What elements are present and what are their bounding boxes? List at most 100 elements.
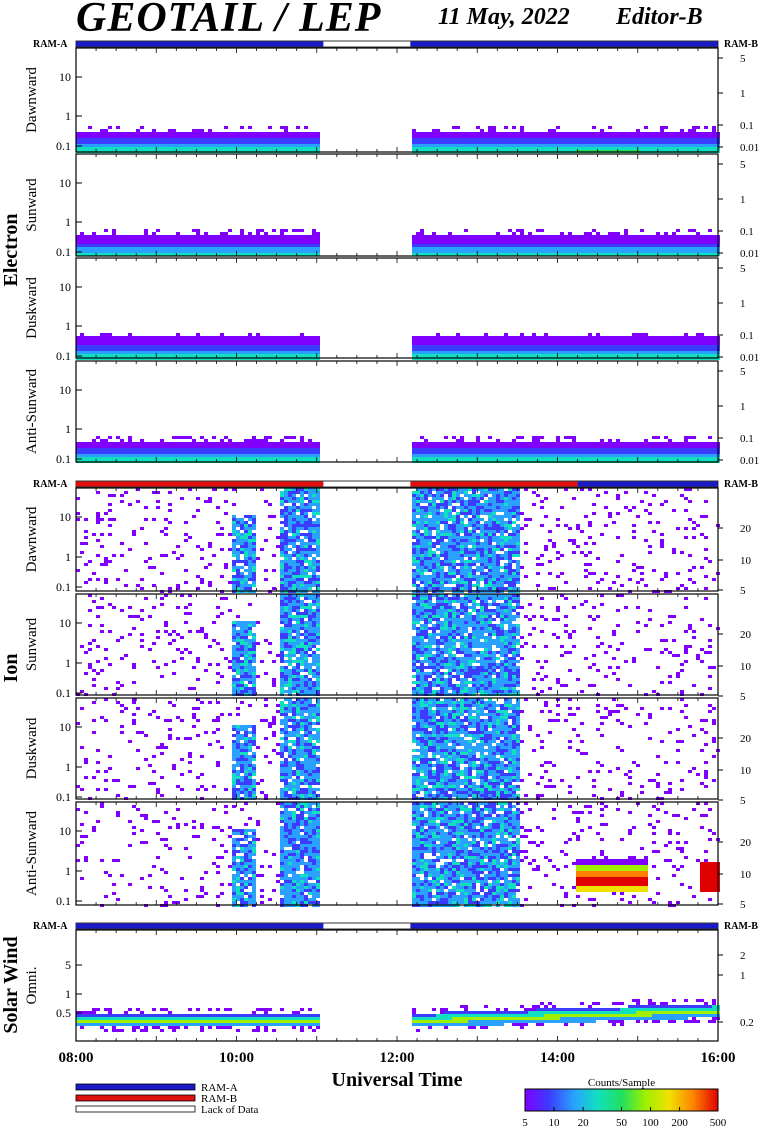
spectrum-cell — [560, 454, 564, 457]
spectrum-cell — [712, 345, 716, 348]
spectrum-cell — [284, 557, 288, 560]
spectrum-cell — [432, 250, 436, 253]
spectrum-cell — [172, 448, 176, 451]
spectrum-cell — [76, 135, 80, 138]
spectrum-cell — [448, 339, 452, 342]
spectrum-cell — [124, 135, 128, 138]
spectrum-cell — [116, 147, 120, 150]
spectrum-cell — [668, 342, 672, 345]
spectrum-cell — [216, 253, 220, 256]
spectrum-cell — [420, 348, 424, 351]
spectrum-cell — [568, 235, 572, 238]
spectrum-cell — [112, 554, 116, 557]
spectrum-cell — [556, 445, 560, 448]
spectrum-cell — [224, 135, 228, 138]
spectrum-cell — [576, 144, 580, 147]
spectrum-cell — [520, 339, 524, 342]
spectrum-cell — [300, 345, 304, 348]
spectrum-cell — [600, 138, 604, 141]
spectrum-cell — [192, 445, 196, 448]
spectrum-cell — [600, 135, 604, 138]
spectrum-cell — [248, 333, 252, 336]
spectrum-cell — [136, 339, 140, 342]
spectrum-cell — [296, 235, 300, 238]
spectrum-cell — [96, 147, 100, 150]
spectrum-cell — [516, 454, 520, 457]
y2-tick-label: 0.01 — [740, 248, 759, 260]
spectrum-cell — [436, 244, 440, 247]
spectrum-cell — [128, 147, 132, 150]
spectrum-cell — [160, 354, 164, 357]
spectrum-cell — [448, 241, 452, 244]
spectrum-cell — [100, 336, 104, 339]
spectrum-cell — [508, 442, 512, 445]
spectrum-cell — [564, 238, 568, 241]
spectrum-cell — [76, 512, 80, 515]
spectrum-cell — [104, 342, 108, 345]
spectrum-cell — [700, 339, 704, 342]
spectrum-cell — [228, 141, 232, 144]
spectrum-cell — [204, 445, 208, 448]
spectrum-cell — [652, 235, 656, 238]
spectrum-cell — [444, 436, 448, 439]
spectrum-cell — [672, 147, 676, 150]
spectrum-cell — [540, 247, 544, 250]
spectrum-cell — [176, 454, 180, 457]
spectrum-cell — [200, 354, 204, 357]
spectrum-cell — [164, 448, 168, 451]
spectrum-cell — [100, 141, 104, 144]
spectrum-cell — [196, 575, 200, 578]
spectrum-cell — [488, 339, 492, 342]
spectrum-cell — [108, 448, 112, 451]
spectrum-cell — [248, 445, 252, 448]
spectrum-cell — [124, 250, 128, 253]
spectrum-cell — [136, 244, 140, 247]
spectrum-cell — [144, 542, 148, 545]
spectrum-cell — [140, 135, 144, 138]
spectrum-cell — [252, 448, 256, 451]
spectrum-cell — [500, 348, 504, 351]
spectrum-cell — [456, 439, 460, 442]
spectrum-cell — [300, 339, 304, 342]
spectrum-cell — [248, 345, 252, 348]
spectrum-cell — [496, 448, 500, 451]
spectrum-cell — [540, 457, 544, 460]
spectrum-cell — [224, 336, 228, 339]
spectrum-cell — [296, 144, 300, 147]
spectrum-cell — [448, 336, 452, 339]
spectrum-cell — [200, 339, 204, 342]
spectrum-cell — [672, 351, 676, 354]
spectrum-cell — [220, 132, 224, 135]
spectrum-cell — [280, 457, 284, 460]
spectrum-cell — [200, 235, 204, 238]
spectrum-cell — [536, 241, 540, 244]
spectrum-cell — [620, 241, 624, 244]
spectrum-cell — [644, 241, 648, 244]
spectrum-cell — [296, 442, 300, 445]
spectrum-cell — [312, 235, 316, 238]
spectrum-cell — [688, 451, 692, 454]
spectrum-cell — [436, 147, 440, 150]
spectrum-cell — [664, 135, 668, 138]
spectrum-cell — [284, 584, 288, 587]
spectrum-cell — [272, 247, 276, 250]
spectrum-cell — [412, 132, 416, 135]
spectrum-cell — [152, 442, 156, 445]
spectrum-cell — [556, 247, 560, 250]
spectrum-cell — [160, 572, 164, 575]
spectrum-cell — [132, 244, 136, 247]
spectrum-cell — [128, 503, 132, 506]
spectrum-cell — [460, 342, 464, 345]
spectrum-cell — [292, 509, 296, 512]
spectrum-cell — [672, 457, 676, 460]
spectrum-cell — [216, 147, 220, 150]
spectrum-cell — [564, 253, 568, 256]
spectrum-cell — [624, 448, 628, 451]
spectrum-cell — [440, 351, 444, 354]
spectrum-cell — [132, 348, 136, 351]
spectrum-cell — [520, 351, 524, 354]
spectrum-cell — [500, 457, 504, 460]
spectrum-cell — [580, 457, 584, 460]
spectrum-cell — [492, 235, 496, 238]
